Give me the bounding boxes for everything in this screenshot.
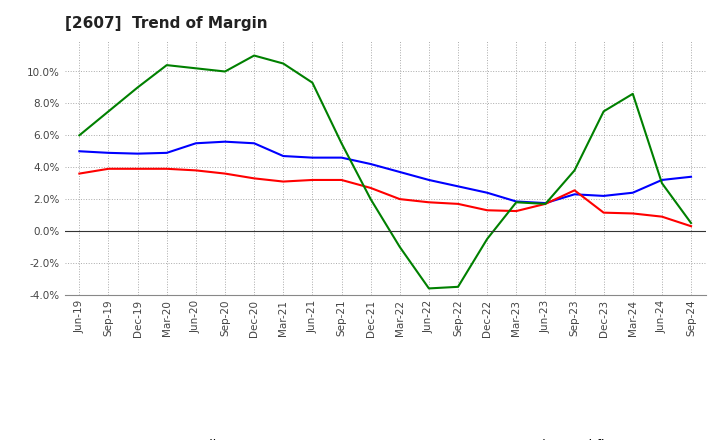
- Operating Cashflow: [366, 196, 375, 202]
- Net Income: [425, 200, 433, 205]
- Ordinary Income: [570, 192, 579, 197]
- Ordinary Income: [250, 141, 258, 146]
- Ordinary Income: [454, 184, 462, 189]
- Ordinary Income: [687, 174, 696, 180]
- Operating Cashflow: [687, 220, 696, 226]
- Net Income: [220, 171, 229, 176]
- Net Income: [192, 168, 200, 173]
- Net Income: [75, 171, 84, 176]
- Operating Cashflow: [454, 284, 462, 290]
- Net Income: [395, 196, 404, 202]
- Net Income: [687, 224, 696, 229]
- Text: [2607]  Trend of Margin: [2607] Trend of Margin: [65, 16, 267, 32]
- Ordinary Income: [425, 177, 433, 183]
- Net Income: [250, 176, 258, 181]
- Net Income: [337, 177, 346, 183]
- Line: Net Income: Net Income: [79, 169, 691, 226]
- Operating Cashflow: [541, 201, 550, 206]
- Operating Cashflow: [133, 85, 142, 90]
- Net Income: [104, 166, 113, 172]
- Net Income: [454, 201, 462, 206]
- Operating Cashflow: [657, 180, 666, 186]
- Ordinary Income: [220, 139, 229, 144]
- Ordinary Income: [104, 150, 113, 155]
- Operating Cashflow: [75, 132, 84, 138]
- Operating Cashflow: [104, 109, 113, 114]
- Operating Cashflow: [192, 66, 200, 71]
- Net Income: [570, 188, 579, 193]
- Operating Cashflow: [220, 69, 229, 74]
- Ordinary Income: [308, 155, 317, 160]
- Net Income: [366, 185, 375, 191]
- Net Income: [133, 166, 142, 172]
- Ordinary Income: [337, 155, 346, 160]
- Ordinary Income: [75, 149, 84, 154]
- Operating Cashflow: [512, 200, 521, 205]
- Ordinary Income: [512, 199, 521, 204]
- Ordinary Income: [163, 150, 171, 155]
- Net Income: [512, 209, 521, 214]
- Operating Cashflow: [395, 244, 404, 249]
- Ordinary Income: [133, 151, 142, 156]
- Net Income: [657, 214, 666, 219]
- Net Income: [629, 211, 637, 216]
- Legend: Ordinary Income, Net Income, Operating Cashflow: Ordinary Income, Net Income, Operating C…: [143, 434, 627, 440]
- Ordinary Income: [192, 141, 200, 146]
- Net Income: [279, 179, 287, 184]
- Ordinary Income: [366, 161, 375, 167]
- Line: Operating Cashflow: Operating Cashflow: [79, 55, 691, 289]
- Ordinary Income: [483, 190, 492, 195]
- Net Income: [599, 210, 608, 215]
- Operating Cashflow: [629, 91, 637, 96]
- Operating Cashflow: [279, 61, 287, 66]
- Ordinary Income: [629, 190, 637, 195]
- Operating Cashflow: [337, 141, 346, 146]
- Operating Cashflow: [425, 286, 433, 291]
- Operating Cashflow: [163, 62, 171, 68]
- Net Income: [541, 201, 550, 206]
- Net Income: [483, 208, 492, 213]
- Net Income: [308, 177, 317, 183]
- Ordinary Income: [279, 154, 287, 159]
- Operating Cashflow: [250, 53, 258, 58]
- Ordinary Income: [395, 169, 404, 175]
- Operating Cashflow: [308, 80, 317, 85]
- Operating Cashflow: [599, 109, 608, 114]
- Net Income: [163, 166, 171, 172]
- Operating Cashflow: [483, 236, 492, 242]
- Ordinary Income: [657, 177, 666, 183]
- Ordinary Income: [541, 201, 550, 206]
- Operating Cashflow: [570, 168, 579, 173]
- Line: Ordinary Income: Ordinary Income: [79, 142, 691, 203]
- Ordinary Income: [599, 193, 608, 198]
